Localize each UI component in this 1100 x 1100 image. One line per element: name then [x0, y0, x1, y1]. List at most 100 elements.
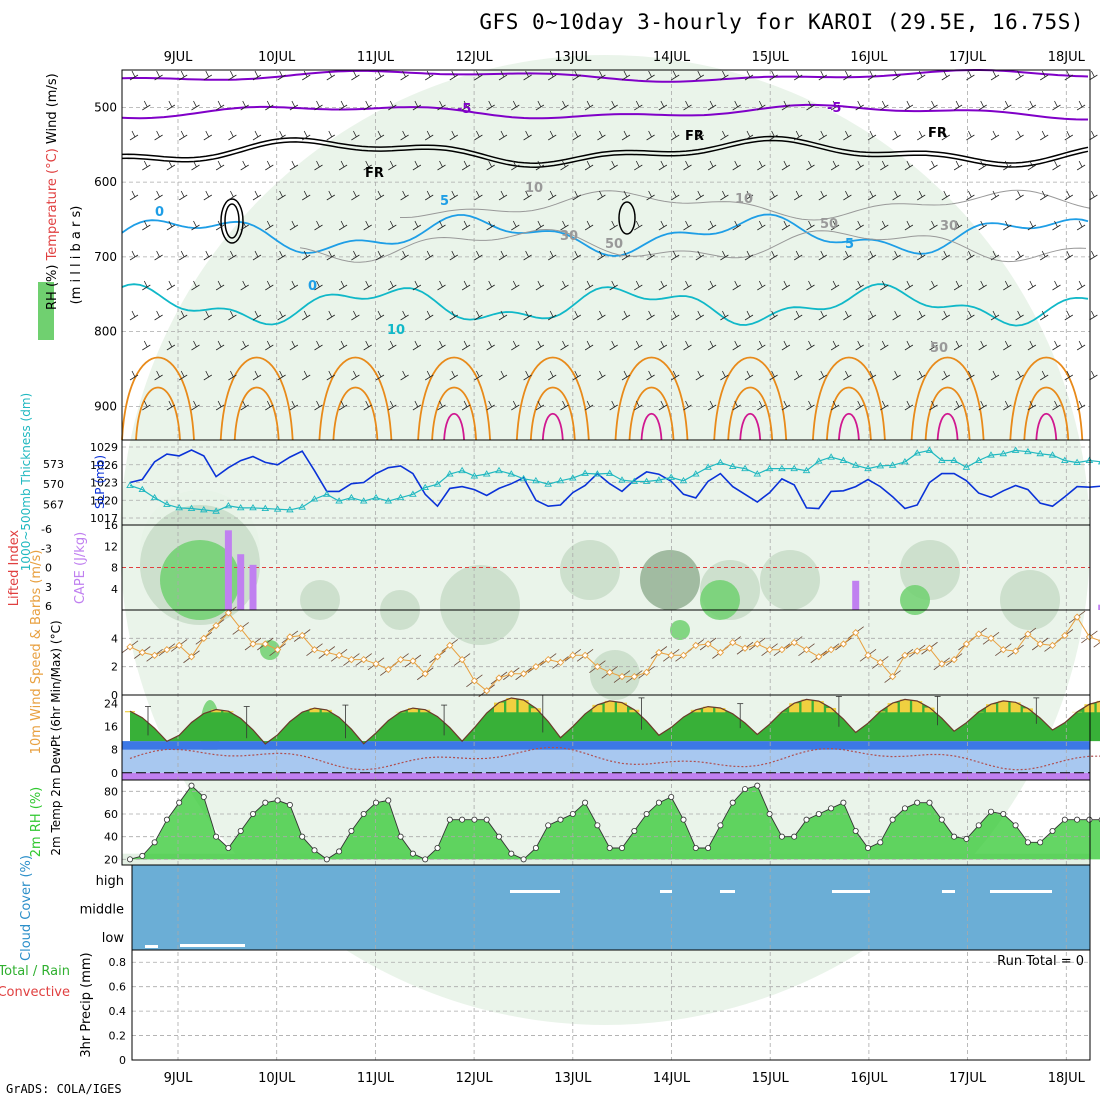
temperature-warm-cap — [986, 704, 996, 713]
upper-wind-barb — [818, 70, 828, 81]
upper-wind-barb — [265, 220, 274, 231]
upper-wind-barb — [474, 250, 483, 261]
upper-wind-barb — [646, 70, 655, 81]
upper-wind-barb — [535, 280, 545, 291]
rh-colorbar-swatch — [38, 282, 54, 340]
temperature-warm-cap — [1010, 702, 1021, 713]
upper-wind-barb — [289, 100, 299, 111]
thickness-point — [827, 453, 835, 460]
wind-speed-point — [864, 651, 872, 659]
upper-wind-barb — [670, 310, 680, 321]
upper-wind-barb — [449, 130, 459, 141]
upper-wind-barb — [941, 250, 951, 261]
upper-wind-barb — [744, 70, 754, 81]
rh2m-point — [360, 811, 367, 818]
date-label-top: 14JUL — [653, 50, 691, 65]
wind-speed-point — [556, 658, 565, 667]
upper-wind-barb — [338, 280, 348, 291]
upper-wind-barb — [720, 70, 729, 81]
precip-tick-label: 0 — [119, 1054, 126, 1067]
cloud-gap-segment — [145, 945, 158, 948]
upper-wind-barb — [178, 370, 188, 381]
wind-speed-point — [1048, 641, 1057, 650]
thickness-point — [212, 507, 220, 514]
upper-wind-barb — [240, 400, 249, 411]
rh2m-point — [1074, 816, 1081, 823]
rh2m-point — [372, 799, 379, 806]
wind-speed-point — [987, 634, 995, 642]
upper-wind-barb — [904, 100, 914, 111]
upper-wind-barb — [1027, 280, 1037, 291]
rh2m-tick-label: 80 — [104, 785, 118, 798]
rh2m-point — [828, 805, 835, 812]
contour-label: 30 — [560, 229, 578, 244]
rh2m-point — [1024, 839, 1031, 846]
wind-speed-point — [224, 609, 233, 617]
upper-wind-barb — [707, 220, 717, 231]
upper-wind-barb — [363, 280, 372, 291]
upper-wind-barb — [916, 250, 926, 261]
date-label-bottom: 11JUL — [357, 1071, 395, 1086]
upper-wind-barb — [1027, 400, 1037, 411]
wind-speed-point — [187, 653, 196, 661]
surface-wind-barb — [1093, 641, 1100, 648]
contour-20-arch — [431, 386, 477, 441]
thickness-tick-label: 573 — [43, 458, 64, 471]
wind-speed-point — [372, 660, 380, 668]
upper-wind-barb — [806, 340, 815, 351]
wind-speed-point — [667, 651, 675, 659]
upper-wind-barb — [388, 340, 397, 351]
date-label-bottom: 12JUL — [456, 1071, 494, 1086]
upper-wind-barb — [240, 160, 249, 171]
date-label-bottom: 16JUL — [850, 1071, 888, 1086]
upper-wind-barb — [412, 340, 422, 351]
upper-wind-barb — [1089, 250, 1098, 261]
rh2m-point — [766, 811, 773, 818]
upper-wind-barb — [707, 400, 717, 411]
thickness-line — [129, 449, 1100, 512]
upper-wind-barb — [129, 130, 139, 141]
contour-label: 50 — [605, 237, 623, 252]
upper-wind-barb — [474, 310, 483, 321]
contour-25-arch — [739, 412, 762, 441]
upper-wind-barb — [806, 160, 815, 171]
thickness-point — [532, 476, 540, 484]
rh2m-point — [139, 852, 146, 859]
upper-wind-barb — [707, 280, 717, 291]
contour-15-arch — [910, 356, 985, 441]
wind-speed-point — [175, 641, 183, 650]
upper-wind-barb — [1064, 370, 1074, 381]
upper-wind-barb — [707, 160, 717, 171]
rh2m-point — [631, 828, 638, 835]
precip-ylabel: 3hr Precip (mm) — [79, 952, 94, 1057]
wind-speed-point — [962, 640, 971, 648]
rh-shade-area — [900, 585, 930, 615]
thickness-point — [581, 469, 589, 476]
upper-wind-barb — [228, 310, 237, 321]
contour-label: 5 — [845, 237, 854, 252]
thickness-point — [409, 490, 417, 497]
rh-shade-area — [560, 540, 620, 600]
wind-speed-point — [852, 629, 860, 637]
footer-credit: GrADS: COLA/IGES — [6, 1082, 122, 1096]
contour-20-arch — [1023, 386, 1070, 441]
upper-wind-barb — [584, 220, 594, 231]
upper-wind-barb — [867, 130, 877, 141]
upper-wind-barb — [474, 130, 483, 141]
rh2m-point — [151, 839, 158, 846]
upper-wind-barb — [744, 370, 754, 381]
rh2m-point — [557, 816, 564, 823]
rh2m-point — [975, 822, 982, 829]
upper-wind-barb — [1052, 160, 1061, 171]
upper-wind-barb — [154, 310, 163, 321]
rh2m-point — [262, 799, 269, 806]
upper-wind-barb — [830, 340, 840, 351]
rh2m-point — [582, 799, 589, 806]
upper-wind-barb — [351, 70, 360, 81]
upper-wind-barb — [240, 100, 249, 111]
upper-wind-barb — [584, 160, 594, 171]
upper-wind-barb — [683, 160, 692, 171]
rh2m-point — [655, 799, 662, 806]
thickness-point — [556, 476, 565, 484]
